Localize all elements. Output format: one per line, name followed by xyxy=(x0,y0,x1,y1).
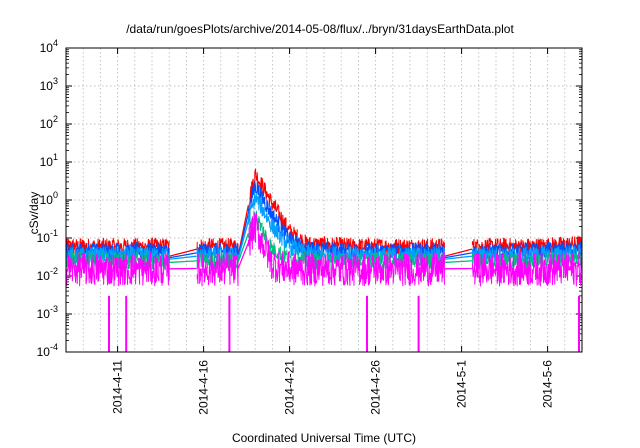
gap-connector xyxy=(237,212,249,258)
x-tick-label: 2014-4-26 xyxy=(369,360,383,415)
x-tick-label: 2014-4-16 xyxy=(197,360,211,415)
gap-connector xyxy=(444,260,472,264)
gap-connector xyxy=(237,233,249,263)
series-line xyxy=(66,237,170,255)
y-tick-label: 10-3 xyxy=(37,304,58,321)
y-tick-label: 10-4 xyxy=(37,342,58,359)
series-line xyxy=(471,251,582,287)
series-line xyxy=(66,252,170,287)
y-tick-label: 102 xyxy=(40,114,58,131)
series-line xyxy=(196,251,239,287)
gap-connector xyxy=(444,248,473,257)
series-line xyxy=(247,212,445,287)
y-axis-label: cSv/day xyxy=(27,191,41,235)
y-tick-label: 10-1 xyxy=(37,228,58,245)
gap-connector xyxy=(237,242,249,270)
y-tick-label: 10-2 xyxy=(37,266,58,283)
x-tick-label: 2014-4-11 xyxy=(111,360,125,414)
series-line xyxy=(247,168,445,256)
gap-connector xyxy=(444,252,473,259)
x-axis-label: Coordinated Universal Time (UTC) xyxy=(231,431,417,445)
y-tick-label: 101 xyxy=(40,152,58,169)
gap-connector xyxy=(169,252,197,259)
y-tick-label: 104 xyxy=(40,38,58,55)
series-line xyxy=(66,246,170,264)
gap-connector xyxy=(169,248,197,257)
x-tick-label: 2014-5-6 xyxy=(541,360,555,408)
plot-frame xyxy=(65,47,583,353)
gap-connector xyxy=(237,221,249,260)
y-tick-label: 100 xyxy=(40,190,58,207)
x-tick-label: 2014-4-21 xyxy=(283,360,297,415)
x-tick-label: 2014-5-1 xyxy=(455,360,469,408)
gap-connector xyxy=(169,260,197,264)
gap-connector xyxy=(444,255,472,260)
y-tick-label: 103 xyxy=(40,76,58,93)
gap-connector xyxy=(169,255,197,260)
plot-area xyxy=(66,168,582,352)
series-line xyxy=(247,191,445,265)
chart-title: /data/run/goesPlots/archive/2014-05-08/f… xyxy=(126,22,514,36)
